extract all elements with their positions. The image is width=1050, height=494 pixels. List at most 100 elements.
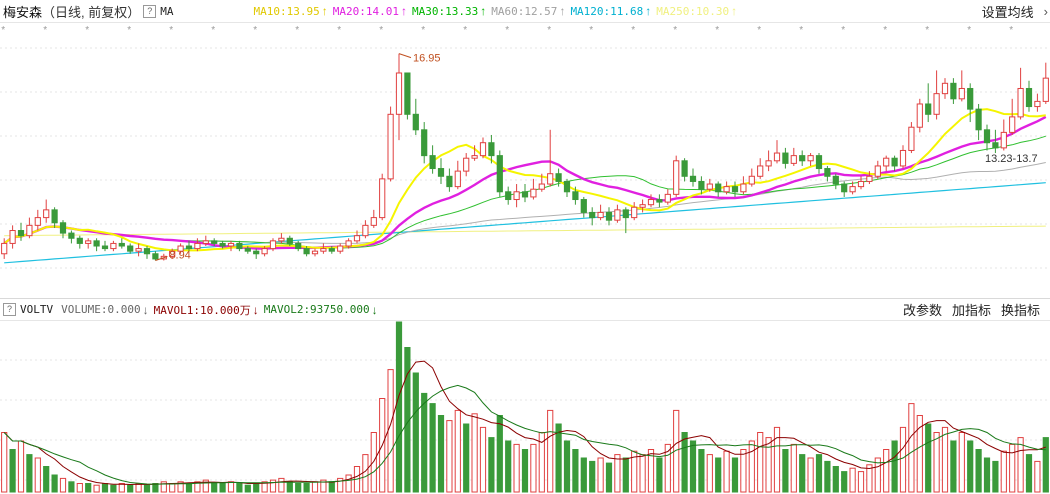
- candle: [849, 181, 856, 195]
- volume-bar: [757, 432, 764, 493]
- chevron-right-icon[interactable]: ›: [1043, 3, 1048, 19]
- event-marker-icon: *: [589, 25, 593, 36]
- candle-body: [261, 248, 268, 255]
- settings-button[interactable]: 设置均线: [981, 4, 1034, 20]
- candle: [253, 248, 260, 259]
- volume-bar: [118, 483, 125, 493]
- candle-body: [1034, 100, 1041, 108]
- up-arrow-icon: ↑: [559, 4, 566, 18]
- candle: [169, 248, 176, 259]
- down-arrow-icon: ↓: [252, 302, 259, 317]
- candle: [521, 184, 529, 203]
- candle: [572, 186, 579, 205]
- candle-body: [908, 126, 915, 151]
- up-arrow-icon: ↑: [321, 4, 328, 18]
- volume-bar: [950, 440, 957, 493]
- candle: [211, 238, 218, 247]
- volume-bar: [899, 426, 907, 493]
- candle-body: [227, 242, 235, 247]
- volume-bar: [916, 415, 923, 493]
- help-icon[interactable]: ?: [3, 303, 16, 316]
- up-arrow-icon: ↑: [400, 4, 407, 18]
- candle: [479, 137, 487, 159]
- candle-body: [1, 242, 8, 255]
- volume-bar: [1025, 454, 1033, 493]
- candle-body: [311, 250, 319, 255]
- stock-name: 梅安森: [3, 4, 43, 20]
- candle-body: [647, 199, 655, 206]
- candle: [236, 240, 243, 252]
- price-chart[interactable]: * * * * * * * * * * * * * * * * * * * * * * * * * 16.95 8.94 13.23-…: [0, 22, 1050, 298]
- event-marker-icon: *: [715, 25, 719, 36]
- volume-bar: [345, 474, 352, 493]
- volume-bar: [967, 440, 974, 493]
- candle-body: [639, 204, 646, 208]
- event-marker-icon: *: [967, 25, 971, 36]
- candle-body: [773, 152, 781, 162]
- up-arrow-icon: ↑: [480, 4, 487, 18]
- candle-body: [967, 87, 974, 110]
- candle: [799, 150, 806, 166]
- candle-body: [1009, 116, 1016, 133]
- candle-body: [437, 168, 445, 177]
- candle: [278, 233, 285, 244]
- indicator-name[interactable]: VOLTV: [20, 303, 54, 316]
- candle: [311, 248, 319, 257]
- volume-bar: [807, 457, 814, 493]
- candle: [496, 150, 503, 197]
- candle: [471, 145, 478, 161]
- candle-body: [605, 211, 613, 221]
- candle-body: [799, 155, 806, 162]
- event-marker-icon: *: [547, 25, 551, 36]
- candle-body: [580, 199, 587, 213]
- indicator-name[interactable]: MA: [160, 4, 174, 18]
- candle: [261, 246, 268, 257]
- candle-body: [1042, 77, 1049, 102]
- change-params-button[interactable]: 改参数: [902, 303, 942, 318]
- volume-bar: [269, 479, 277, 493]
- volume-chart[interactable]: [0, 320, 1050, 494]
- candle-body: [143, 248, 151, 255]
- add-indicator-button[interactable]: 加指标: [951, 303, 991, 318]
- switch-indicator-button[interactable]: 换指标: [1000, 303, 1040, 318]
- volume-bar: [328, 481, 335, 493]
- volume-bar: [387, 369, 394, 493]
- volume-bar: [681, 432, 688, 493]
- event-marker-icon: *: [85, 25, 89, 36]
- volume-bar: [958, 432, 965, 493]
- candle-body: [177, 245, 184, 252]
- volume-bar: [295, 483, 302, 493]
- ma-legend: MA10:13.95 ↑ MA20:14.01 ↑ MA30:13.33 ↑ MA60:12…: [254, 4, 743, 18]
- volume-bar: [891, 440, 898, 493]
- ma-legend-item: MA20:14.01: [332, 4, 399, 18]
- volume-bar: [34, 457, 41, 493]
- volume-bar: [101, 483, 109, 493]
- candle: [681, 158, 688, 182]
- volume-bar: [614, 454, 621, 493]
- volume-bar: [446, 420, 453, 493]
- volume-bar: [152, 483, 159, 493]
- volume-bar: [656, 457, 663, 493]
- event-marker-icon: *: [799, 25, 803, 36]
- event-marker-icon: *: [169, 25, 173, 36]
- candle: [76, 235, 83, 249]
- low-pointer: [155, 255, 168, 261]
- volume-bar: [773, 426, 781, 493]
- volume-bar: [874, 457, 881, 493]
- candle: [1025, 80, 1033, 112]
- volume-bar: [236, 483, 243, 493]
- candle: [1000, 119, 1007, 151]
- candle-body: [849, 186, 856, 193]
- candle: [59, 220, 67, 239]
- candle: [547, 129, 554, 187]
- candle-body: [110, 242, 117, 250]
- candle-body: [664, 193, 671, 203]
- volume-bar: [311, 481, 319, 493]
- candle: [857, 176, 865, 190]
- help-icon[interactable]: ?: [143, 4, 157, 18]
- candle-body: [883, 157, 890, 167]
- candle: [1017, 67, 1024, 120]
- volume-bar: [320, 479, 327, 493]
- up-arrow-icon: ↑: [731, 4, 738, 18]
- volume-bar: [857, 471, 865, 493]
